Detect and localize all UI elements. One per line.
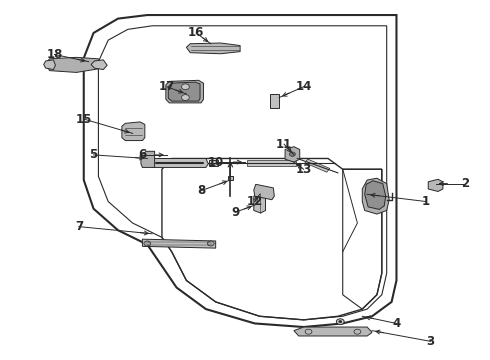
Polygon shape xyxy=(122,122,145,140)
Text: 7: 7 xyxy=(75,220,83,233)
Text: 17: 17 xyxy=(159,80,175,93)
Text: 1: 1 xyxy=(422,195,430,208)
Text: 3: 3 xyxy=(427,335,435,348)
Text: 9: 9 xyxy=(231,206,239,219)
Circle shape xyxy=(181,84,189,90)
Polygon shape xyxy=(186,43,240,54)
Polygon shape xyxy=(150,158,208,167)
Circle shape xyxy=(181,95,189,100)
Polygon shape xyxy=(166,80,203,103)
Polygon shape xyxy=(143,239,216,248)
Polygon shape xyxy=(91,60,107,69)
Polygon shape xyxy=(254,184,274,200)
Text: 13: 13 xyxy=(295,163,312,176)
Circle shape xyxy=(336,319,344,324)
Bar xyxy=(247,160,296,166)
Text: 10: 10 xyxy=(208,156,224,168)
Polygon shape xyxy=(294,327,372,336)
Circle shape xyxy=(339,320,342,323)
Polygon shape xyxy=(141,151,155,167)
Polygon shape xyxy=(365,181,386,210)
Text: 18: 18 xyxy=(46,48,63,61)
Text: 16: 16 xyxy=(188,27,204,40)
Polygon shape xyxy=(285,147,300,162)
Text: 8: 8 xyxy=(197,184,205,197)
Text: 11: 11 xyxy=(276,138,292,150)
Circle shape xyxy=(144,241,151,246)
Circle shape xyxy=(207,241,214,246)
Polygon shape xyxy=(44,60,55,69)
Polygon shape xyxy=(428,179,443,192)
Bar xyxy=(270,94,279,108)
Text: 2: 2 xyxy=(461,177,469,190)
Bar xyxy=(209,159,218,166)
Circle shape xyxy=(290,152,295,156)
Text: 14: 14 xyxy=(295,80,312,93)
Bar xyxy=(305,159,330,172)
Text: 15: 15 xyxy=(75,113,92,126)
Polygon shape xyxy=(46,57,103,72)
Polygon shape xyxy=(254,194,266,213)
Text: 5: 5 xyxy=(89,148,98,161)
Text: 4: 4 xyxy=(392,317,401,330)
Polygon shape xyxy=(168,82,200,101)
Text: 12: 12 xyxy=(246,195,263,208)
Bar xyxy=(228,176,233,180)
Text: 6: 6 xyxy=(138,148,147,161)
Polygon shape xyxy=(362,178,389,214)
